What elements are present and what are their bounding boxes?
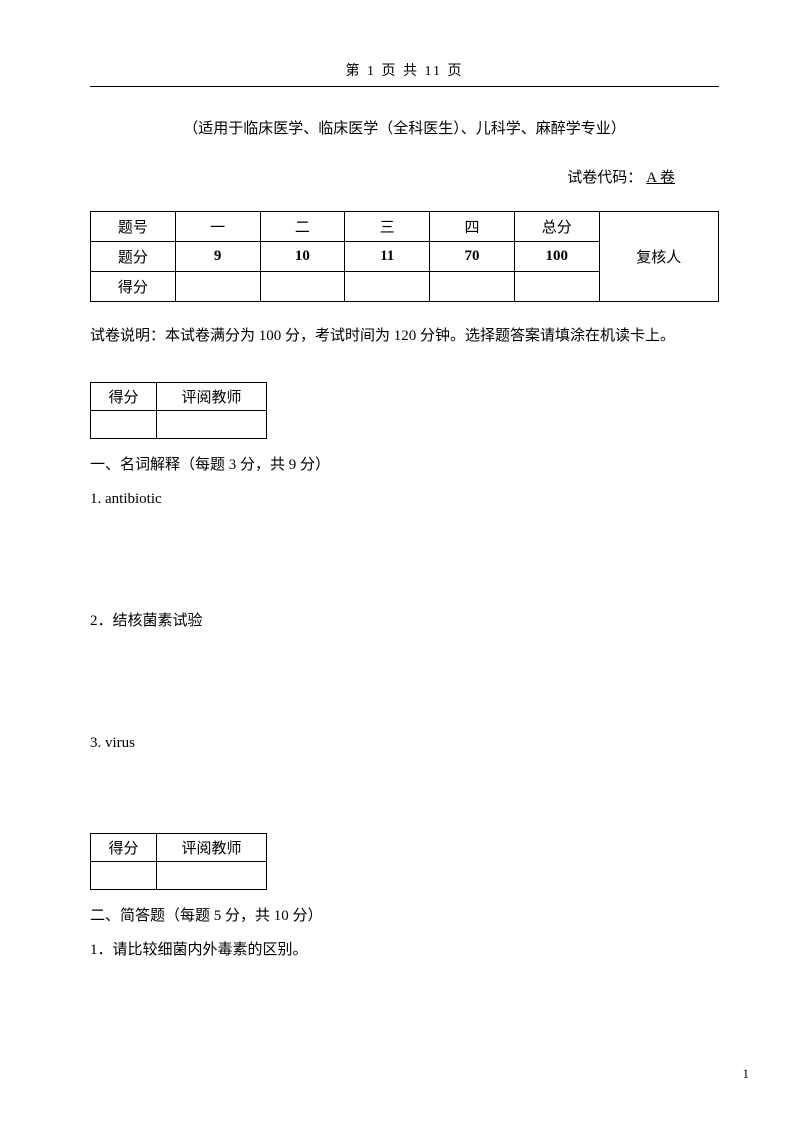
small-table-h1: 得分 xyxy=(91,383,157,411)
section1-q1: 1. antibiotic xyxy=(90,487,719,511)
page-number-text: 1 xyxy=(743,1066,750,1081)
small-table-h2: 评阅教师 xyxy=(157,834,267,862)
section2-title-text: 二、简答题（每题 5 分，共 10 分） xyxy=(90,908,323,924)
table-row: 题号 一 二 三 四 总分 复核人 xyxy=(91,212,719,242)
score-cell: 一 xyxy=(175,212,260,242)
section1-q3: 3. virus xyxy=(90,731,719,755)
score-cell-reviewer: 复核人 xyxy=(599,212,718,302)
page-header-text: 第 1 页 共 11 页 xyxy=(346,64,464,79)
small-table-h2: 评阅教师 xyxy=(157,383,267,411)
table-row xyxy=(91,862,267,890)
section1-q2-text: 2．结核菌素试验 xyxy=(90,613,203,629)
table-row: 得分 评阅教师 xyxy=(91,383,267,411)
exam-code-value: A 卷 xyxy=(642,170,679,186)
score-cell: 11 xyxy=(345,242,430,272)
table-row xyxy=(91,411,267,439)
score-cell xyxy=(514,272,599,302)
exam-code-row: 试卷代码：A 卷 xyxy=(90,166,719,187)
score-cell: 70 xyxy=(430,242,515,272)
section2-q1-text: 1．请比较细菌内外毒素的区别。 xyxy=(90,942,308,958)
page-number: 1 xyxy=(743,1066,750,1082)
small-table-blank xyxy=(91,862,157,890)
score-cell xyxy=(260,272,345,302)
section2-title: 二、简答题（每题 5 分，共 10 分） xyxy=(90,904,719,928)
section1-q3-text: 3. virus xyxy=(90,735,135,751)
section1-q2: 2．结核菌素试验 xyxy=(90,609,719,633)
answer-space xyxy=(90,763,719,833)
small-table-blank xyxy=(157,411,267,439)
score-cell: 10 xyxy=(260,242,345,272)
small-table-h1: 得分 xyxy=(91,834,157,862)
score-cell: 三 xyxy=(345,212,430,242)
small-table-blank xyxy=(157,862,267,890)
instructions: 试卷说明：本试卷满分为 100 分，考试时间为 120 分钟。选择题答案请填涂在… xyxy=(90,324,719,348)
small-table-blank xyxy=(91,411,157,439)
score-cell xyxy=(175,272,260,302)
score-cell: 100 xyxy=(514,242,599,272)
section1-title-text: 一、名词解释（每题 3 分，共 9 分） xyxy=(90,457,330,473)
answer-space xyxy=(90,641,719,731)
score-cell xyxy=(345,272,430,302)
score-cell xyxy=(430,272,515,302)
grade-teacher-table-2: 得分 评阅教师 xyxy=(90,833,267,890)
grade-teacher-table-1: 得分 评阅教师 xyxy=(90,382,267,439)
score-cell: 得分 xyxy=(91,272,176,302)
score-cell: 题分 xyxy=(91,242,176,272)
instructions-text: 试卷说明：本试卷满分为 100 分，考试时间为 120 分钟。选择题答案请填涂在… xyxy=(90,328,675,344)
table-row: 得分 评阅教师 xyxy=(91,834,267,862)
section2-q1: 1．请比较细菌内外毒素的区别。 xyxy=(90,938,719,962)
score-cell: 二 xyxy=(260,212,345,242)
score-table: 题号 一 二 三 四 总分 复核人 题分 9 10 11 70 100 得分 xyxy=(90,211,719,302)
section1-title: 一、名词解释（每题 3 分，共 9 分） xyxy=(90,453,719,477)
score-cell: 题号 xyxy=(91,212,176,242)
exam-code-label: 试卷代码： xyxy=(567,170,642,186)
subtitle-text: （适用于临床医学、临床医学（全科医生）、儿科学、麻醉学专业） xyxy=(183,121,626,137)
score-cell: 9 xyxy=(175,242,260,272)
score-cell: 总分 xyxy=(514,212,599,242)
subtitle: （适用于临床医学、临床医学（全科医生）、儿科学、麻醉学专业） xyxy=(90,117,719,138)
page-header: 第 1 页 共 11 页 xyxy=(90,60,719,87)
score-cell: 四 xyxy=(430,212,515,242)
section1-q1-text: 1. antibiotic xyxy=(90,491,162,507)
answer-space xyxy=(90,519,719,609)
